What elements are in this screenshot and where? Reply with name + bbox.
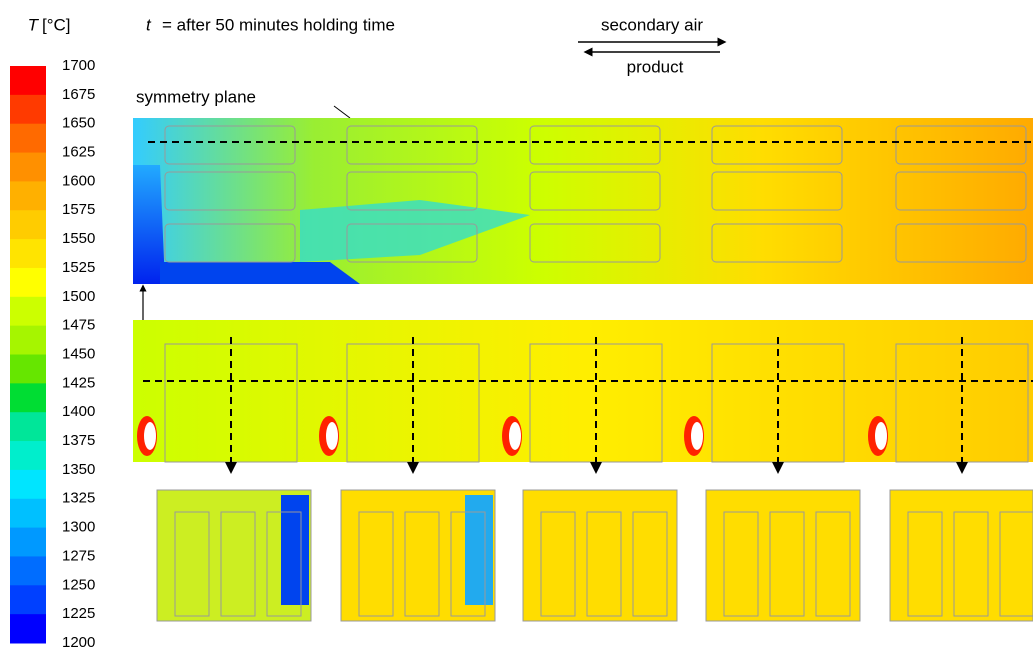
- caption-variable: t: [146, 15, 152, 34]
- colorbar-segment: [10, 528, 46, 557]
- section: [523, 490, 677, 621]
- colorbar-label: 1225: [62, 605, 95, 622]
- colorbar-label: 1475: [62, 317, 95, 334]
- colorbar-label: 1325: [62, 490, 95, 507]
- colorbar-segment: [10, 499, 46, 528]
- gap: [691, 422, 703, 450]
- colorbar-segment: [10, 124, 46, 153]
- colorbar-segment: [10, 383, 46, 412]
- colorbar-label: 1675: [62, 86, 95, 103]
- legend-unit: [°C]: [42, 15, 71, 34]
- colorbar-label: 1550: [62, 230, 95, 247]
- colorbar-segment: [10, 210, 46, 239]
- colorbar-label: 1300: [62, 519, 95, 536]
- colorbar-label: 1375: [62, 432, 95, 449]
- colorbar-segment: [10, 441, 46, 470]
- colorbar-segment: [10, 153, 46, 182]
- colorbar-segment: [10, 470, 46, 499]
- figure: T [°C] 170016751650162516001575155015251…: [0, 0, 1033, 651]
- colorbar-label: 1250: [62, 576, 95, 593]
- caption-text: = after 50 minutes holding time: [162, 15, 395, 34]
- gap: [326, 422, 338, 450]
- colorbar-label: 1600: [62, 172, 95, 189]
- colorbar-label: 1425: [62, 374, 95, 391]
- colorbar-label: 1350: [62, 461, 95, 478]
- colorbar-segment: [10, 297, 46, 326]
- colorbar-label: 1200: [62, 634, 95, 651]
- colorbar-label: 1700: [62, 57, 95, 74]
- colorbar-label: 1525: [62, 259, 95, 276]
- section: [890, 490, 1033, 621]
- flow-bottom: product: [627, 57, 684, 76]
- colorbar-segment: [10, 95, 46, 124]
- colorbar-segment: [10, 412, 46, 441]
- colorbar-segment: [10, 239, 46, 268]
- colorbar: 1700 1675 1650 1625 1600 1575 1550 1525 1500 1475…: [10, 57, 95, 651]
- gap: [144, 422, 156, 450]
- colorbar-segment: [10, 614, 46, 643]
- section-contours: [157, 490, 1033, 621]
- colorbar-segment: [10, 585, 46, 614]
- colorbar-label: 1500: [62, 288, 95, 305]
- colorbar-segment: [10, 556, 46, 585]
- colorbar-segment: [10, 355, 46, 384]
- colorbar-label: 1575: [62, 201, 95, 218]
- annotation-leader: [334, 106, 350, 118]
- colorbar-label: 1400: [62, 403, 95, 420]
- legend-variable: T: [28, 15, 40, 34]
- colorbar-segment: [10, 66, 46, 95]
- colorbar-label: 1275: [62, 547, 95, 564]
- colorbar-segment: [10, 181, 46, 210]
- annotation: symmetry plane: [136, 87, 256, 106]
- top-contour: [133, 118, 1033, 284]
- colorbar-label: 1450: [62, 345, 95, 362]
- gap: [509, 422, 521, 450]
- colorbar-label: 1650: [62, 115, 95, 132]
- flow-top: secondary air: [601, 15, 703, 34]
- gap: [875, 422, 887, 450]
- colorbar-segment: [10, 326, 46, 355]
- colorbar-label: 1625: [62, 144, 95, 161]
- middle-contour: [133, 320, 1033, 468]
- section: [706, 490, 860, 621]
- colorbar-segment: [10, 268, 46, 297]
